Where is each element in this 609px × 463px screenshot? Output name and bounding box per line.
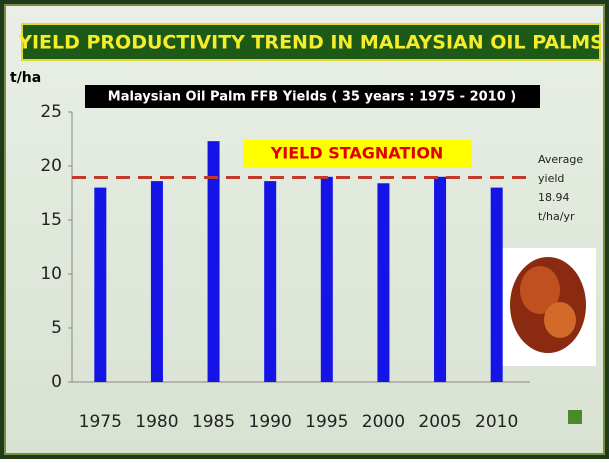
chart-title: Malaysian Oil Palm FFB Yields ( 35 years… bbox=[108, 90, 516, 105]
x-tick-label: 1985 bbox=[192, 412, 235, 432]
x-tick-label: 1995 bbox=[305, 412, 348, 432]
average-label: yield bbox=[538, 172, 564, 185]
bar bbox=[151, 181, 163, 382]
x-tick-label: 1975 bbox=[79, 412, 122, 432]
average-unit: t/ha/yr bbox=[538, 210, 575, 223]
bar bbox=[264, 181, 276, 382]
x-tick-label: 2000 bbox=[362, 412, 405, 432]
bar bbox=[94, 188, 106, 382]
y-tick-label: 5 bbox=[51, 318, 62, 338]
y-tick-label: 25 bbox=[40, 102, 62, 122]
slide-title: YIELD PRODUCTIVITY TREND IN MALAYSIAN OI… bbox=[17, 32, 604, 54]
y-axis-label: t/ha bbox=[10, 70, 41, 86]
x-tick-label: 2005 bbox=[418, 412, 461, 432]
x-tick-label: 2010 bbox=[475, 412, 518, 432]
x-tick-label: 1990 bbox=[249, 412, 292, 432]
bar bbox=[321, 177, 333, 382]
average-label: Average bbox=[538, 153, 583, 166]
y-tick-label: 10 bbox=[40, 264, 62, 284]
slide: YIELD PRODUCTIVITY TREND IN MALAYSIAN OI… bbox=[0, 0, 609, 459]
x-tick-label: 1980 bbox=[135, 412, 178, 432]
bar bbox=[491, 188, 503, 382]
stagnation-label: YIELD STAGNATION bbox=[270, 144, 444, 163]
bar bbox=[434, 177, 446, 382]
logo bbox=[568, 410, 582, 424]
y-tick-label: 20 bbox=[40, 156, 62, 176]
average-value: 18.94 bbox=[538, 191, 570, 204]
palm-fruit-image bbox=[500, 248, 596, 366]
y-tick-label: 15 bbox=[40, 210, 62, 230]
y-tick-label: 0 bbox=[51, 372, 62, 392]
bar bbox=[377, 183, 389, 382]
